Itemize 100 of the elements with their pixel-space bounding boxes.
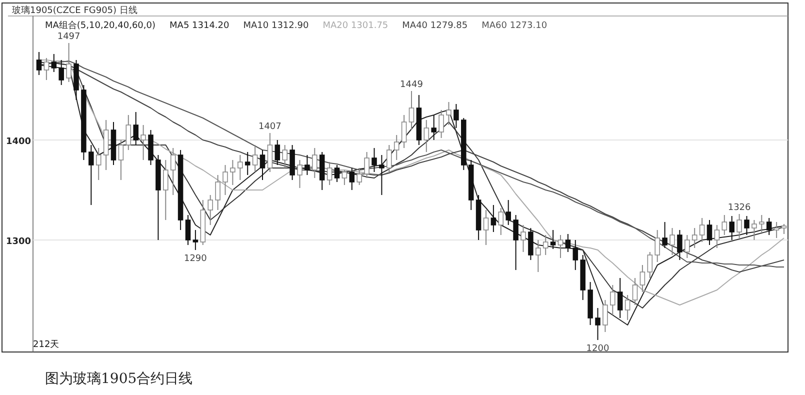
y-tick-label: 1300 xyxy=(6,237,31,247)
candlestick xyxy=(542,234,548,256)
candlestick xyxy=(372,148,377,172)
candlestick xyxy=(781,224,787,234)
candlestick xyxy=(408,90,414,130)
candlestick xyxy=(424,120,430,152)
candlestick xyxy=(297,160,302,188)
y-tick-label: 1400 xyxy=(6,137,31,147)
candlestick xyxy=(349,168,355,190)
annotation: 1497 xyxy=(57,32,80,42)
candlestick xyxy=(699,218,705,242)
candlestick xyxy=(752,220,757,240)
candlestick xyxy=(722,214,728,236)
candlestick xyxy=(624,294,630,320)
text: MA10 1312.90 xyxy=(243,21,309,31)
text: MA40 1279.85 xyxy=(402,21,468,31)
candlestick xyxy=(88,144,94,206)
candlestick xyxy=(238,154,243,180)
chart-title: 玻璃1905(CZCE FG905) 日线 xyxy=(12,5,138,16)
candlestick xyxy=(654,230,660,262)
candlestick xyxy=(192,230,198,250)
candlestick xyxy=(252,144,258,172)
candlestick xyxy=(230,160,236,186)
candlestick xyxy=(312,148,318,178)
candlestick xyxy=(662,222,668,248)
candlestick xyxy=(595,308,600,340)
candlestick xyxy=(736,214,742,238)
candlestick xyxy=(170,148,176,196)
candlestick xyxy=(58,60,64,86)
candlestick xyxy=(126,114,132,150)
text: MA5 1314.20 xyxy=(170,21,230,31)
annotation: 212天 xyxy=(33,339,60,350)
candlestick xyxy=(454,104,459,128)
candlestick xyxy=(431,114,436,140)
candlestick xyxy=(670,228,675,256)
candlestick xyxy=(498,208,504,236)
candlestick xyxy=(640,264,646,292)
annotation: 1407 xyxy=(258,122,282,132)
candlestick xyxy=(714,224,720,248)
candlestick xyxy=(528,228,534,260)
candlestick xyxy=(692,228,698,248)
candlestick xyxy=(490,204,496,232)
candlestick xyxy=(244,152,250,176)
candlestick xyxy=(185,214,191,246)
candlestick xyxy=(334,164,340,182)
candlestick xyxy=(215,174,220,210)
text: MA60 1273.10 xyxy=(482,21,548,31)
candlestick xyxy=(744,216,750,236)
candlestick xyxy=(759,214,764,232)
annotation: 1326 xyxy=(728,203,752,213)
candlestick xyxy=(96,148,102,180)
candlestick xyxy=(44,58,50,80)
candlestick xyxy=(677,230,682,260)
annotation: 1449 xyxy=(400,80,424,90)
candlestick xyxy=(208,194,213,226)
candlestick xyxy=(401,114,407,148)
candlestick xyxy=(446,102,452,126)
candlestick xyxy=(520,224,526,252)
candlestick xyxy=(536,240,541,272)
candlestick xyxy=(602,300,608,332)
candlestick xyxy=(394,134,400,160)
candlestick xyxy=(304,154,310,176)
candlestick xyxy=(558,234,564,258)
candlestick xyxy=(51,54,57,72)
candlestick xyxy=(140,124,146,160)
candlestick xyxy=(706,220,712,246)
candlestick xyxy=(572,240,578,270)
candlestick xyxy=(617,278,623,318)
candlestick xyxy=(364,152,370,178)
legend-title: MA组合(5,10,20,40,60,0) xyxy=(45,20,156,31)
candlestick xyxy=(774,222,780,238)
candlestick xyxy=(282,144,288,168)
candlestick xyxy=(483,210,489,246)
candlestick xyxy=(260,150,266,180)
candlestick xyxy=(684,234,690,258)
candlestick xyxy=(326,162,332,186)
candlestick xyxy=(647,252,653,278)
candlestick xyxy=(163,160,168,220)
candlestick xyxy=(342,170,348,186)
candlestick xyxy=(379,154,384,196)
candlestick xyxy=(118,140,124,180)
candlestick xyxy=(506,200,511,226)
candlestick xyxy=(356,168,362,186)
candlestick xyxy=(133,112,138,146)
candlestick xyxy=(386,144,392,172)
candlestick xyxy=(610,284,616,316)
candlestick xyxy=(729,216,734,240)
candlestick xyxy=(66,42,72,82)
annotation: 1200 xyxy=(586,344,610,354)
candlestick xyxy=(513,214,518,270)
candlestick xyxy=(222,164,228,196)
annotation: 1290 xyxy=(184,254,208,264)
candlestick xyxy=(274,140,280,166)
text: 图为玻璃1905合约日线 xyxy=(45,371,193,387)
candlestick xyxy=(36,52,42,76)
candlestick xyxy=(267,132,273,172)
candlestick xyxy=(550,230,556,250)
candlestick xyxy=(632,278,638,306)
candlestick xyxy=(565,234,571,252)
text: MA20 1301.75 xyxy=(322,21,388,31)
